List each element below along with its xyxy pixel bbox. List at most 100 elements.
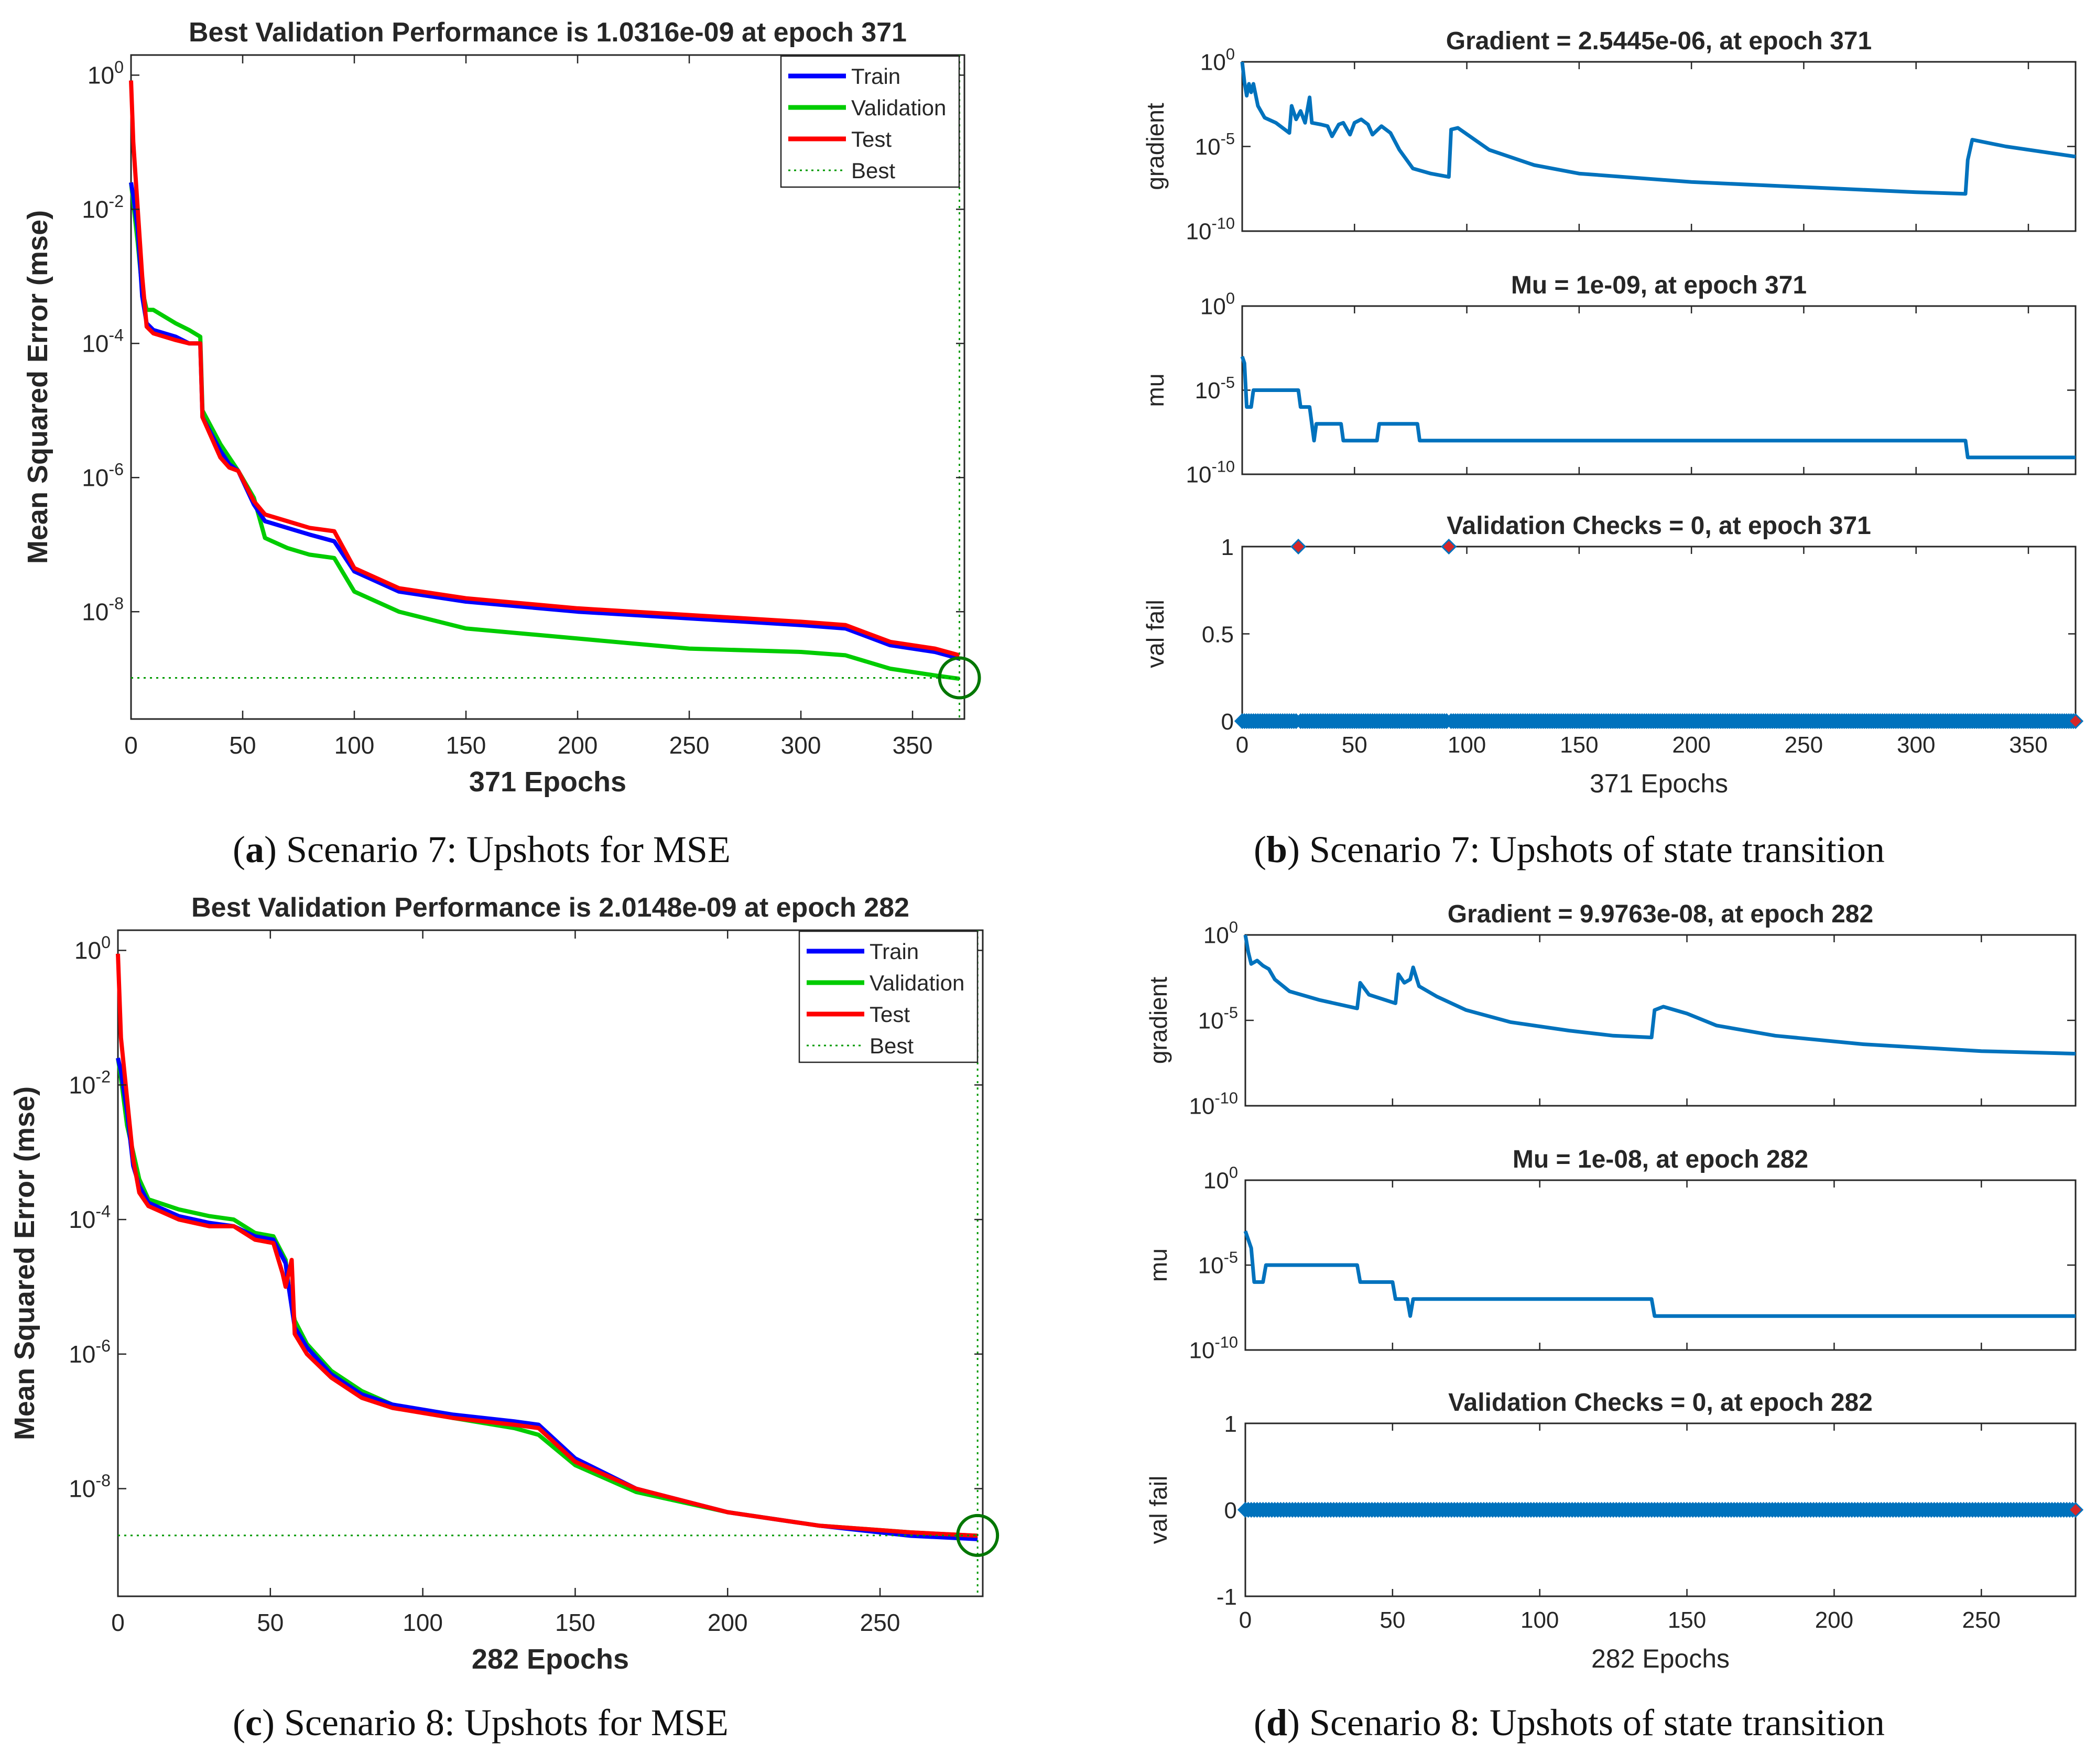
tick-exponent: -10 — [1211, 214, 1235, 233]
y-tick-label: 10-5 — [1195, 373, 1235, 404]
chart-b: Gradient = 2.5445e-06, at epoch 371 gradi… — [1142, 27, 2084, 798]
chart-title: Best Validation Performance is 2.0148e-0… — [191, 892, 909, 923]
y-tick-label: 10-2 — [69, 1068, 111, 1099]
x-tick-label: 200 — [708, 1609, 748, 1636]
tick-base: 10 — [69, 1206, 95, 1233]
x-tick-label: 100 — [403, 1609, 443, 1636]
panel-val-fail: Validation Checks = 0, at epoch 371 val f… — [1142, 512, 2084, 798]
x-axis-label: 282 Epochs — [472, 1643, 629, 1675]
x-tick-label: 150 — [446, 732, 486, 759]
tick-exponent: -6 — [95, 1336, 111, 1355]
chart-d: Gradient = 9.9763e-08, at epoch 282 gradi… — [1145, 900, 2084, 1673]
tick-exponent: -4 — [95, 1202, 111, 1221]
series-test — [116, 953, 978, 1538]
x-axis-label: 371 Epochs — [1590, 769, 1728, 798]
tick-exponent: 0 — [1226, 45, 1235, 63]
tick-exponent: 0 — [114, 58, 124, 77]
series-gradient — [1240, 61, 2076, 196]
legend: Train Validation Test Best — [798, 930, 979, 1063]
x-tick-label: 50 — [1380, 1607, 1405, 1633]
x-tick-label: 250 — [860, 1609, 900, 1636]
y-tick-label: 10-10 — [1186, 214, 1235, 245]
panel-title: Validation Checks = 0, at epoch 371 — [1447, 512, 1871, 540]
panel-y-label: gradient — [1142, 103, 1169, 190]
tick-base: 10 — [1195, 378, 1221, 404]
legend-label-train: Train — [851, 64, 900, 89]
y-tick-label: 1 — [1221, 535, 1234, 560]
tick-base: 10 — [1195, 134, 1221, 160]
axes-frame — [1241, 546, 2077, 722]
x-tick-label: 300 — [781, 732, 821, 759]
chart-title: Best Validation Performance is 1.0316e-0… — [189, 17, 907, 48]
y-tick-label: -1 — [1217, 1584, 1237, 1610]
x-axis-label: 371 Epochs — [469, 766, 626, 798]
x-tick-label: 250 — [1962, 1607, 2001, 1633]
tick-base: 10 — [69, 1071, 95, 1098]
y-tick-label: 100 — [1200, 289, 1235, 320]
tick-base: 10 — [1200, 293, 1226, 319]
tick-exponent: -5 — [1224, 1004, 1238, 1022]
x-tick-label: 50 — [229, 732, 256, 759]
tick-base: 10 — [82, 330, 108, 357]
tick-exponent: -2 — [108, 192, 124, 211]
panel-title: Gradient = 2.5445e-06, at epoch 371 — [1446, 27, 1872, 55]
x-tick-label: 50 — [257, 1609, 284, 1636]
tick-exponent: -8 — [108, 594, 124, 613]
y-tick-label: 10-6 — [69, 1336, 111, 1368]
val-fail-markers — [1234, 538, 2084, 729]
legend-label-test: Test — [851, 127, 892, 151]
panel-y-label: gradient — [1145, 977, 1172, 1064]
panel-gradient: Gradient = 2.5445e-06, at epoch 371 gradi… — [1142, 27, 2077, 245]
tick-exponent: -5 — [1221, 129, 1235, 148]
tick-base: 10 — [1198, 1253, 1224, 1278]
axes-frame — [1241, 305, 2077, 475]
panel-title: Gradient = 9.9763e-08, at epoch 282 — [1448, 900, 1873, 928]
tick-base: 10 — [69, 1475, 95, 1502]
y-tick-label: 0.5 — [1202, 622, 1234, 648]
tick-base: 10 — [1203, 922, 1229, 948]
tick-exponent: -10 — [1214, 1089, 1238, 1107]
val-fail-markers — [1237, 1501, 2084, 1518]
tick-exponent: 0 — [1229, 918, 1238, 937]
y-tick-label: 10-10 — [1189, 1333, 1238, 1364]
y-tick-label: 0 — [1221, 709, 1234, 735]
best-marker-circle — [938, 656, 981, 700]
y-tick-label: 10-10 — [1186, 458, 1235, 488]
legend-label-train: Train — [870, 939, 919, 964]
legend-label-test: Test — [870, 1002, 910, 1027]
y-tick-label: 10-5 — [1198, 1248, 1238, 1279]
tick-exponent: -5 — [1221, 373, 1235, 391]
x-tick-label: 300 — [1897, 732, 1935, 758]
series-gradient — [1243, 934, 2076, 1056]
x-tick-label: 350 — [893, 732, 933, 759]
y-tick-label: 100 — [1203, 918, 1238, 949]
panel-val-fail: Validation Checks = 0, at epoch 282 val f… — [1145, 1389, 2084, 1673]
caption-c: (c) Scenario 8: Upshots for MSE — [233, 1702, 729, 1744]
tick-exponent: -10 — [1211, 458, 1235, 476]
val-fail-marker — [1441, 538, 1457, 555]
panel-y-label: val fail — [1145, 1476, 1172, 1544]
x-tick-label: 100 — [1448, 732, 1486, 758]
axes-frame — [1241, 61, 2077, 232]
y-tick-label: 10-4 — [82, 326, 124, 357]
y-tick-label: 10-2 — [82, 192, 124, 223]
x-tick-label: 200 — [558, 732, 598, 759]
tick-base: 10 — [1198, 1008, 1224, 1033]
y-tick-label: 100 — [88, 58, 124, 89]
tick-exponent: -4 — [108, 326, 124, 345]
panel-gradient: Gradient = 9.9763e-08, at epoch 282 gradi… — [1145, 900, 2077, 1119]
val-fail-marker — [2067, 1501, 2084, 1518]
tick-exponent: 0 — [1229, 1163, 1238, 1182]
y-tick-label: 10-8 — [82, 594, 124, 626]
legend: Train Validation Test Best — [780, 55, 960, 188]
tick-base: 10 — [74, 937, 101, 964]
chart-a: 0 50 100 150 200 250 300 35010010-210-410-610-8… — [22, 17, 981, 798]
panel-title: Validation Checks = 0, at epoch 282 — [1448, 1389, 1873, 1417]
tick-exponent: 0 — [101, 933, 111, 952]
tick-base: 10 — [82, 195, 108, 223]
y-tick-label: 100 — [1203, 1163, 1238, 1194]
x-tick-label: 100 — [334, 732, 375, 759]
y-tick-label: 100 — [1200, 45, 1235, 75]
tick-base: 10 — [69, 1341, 95, 1368]
